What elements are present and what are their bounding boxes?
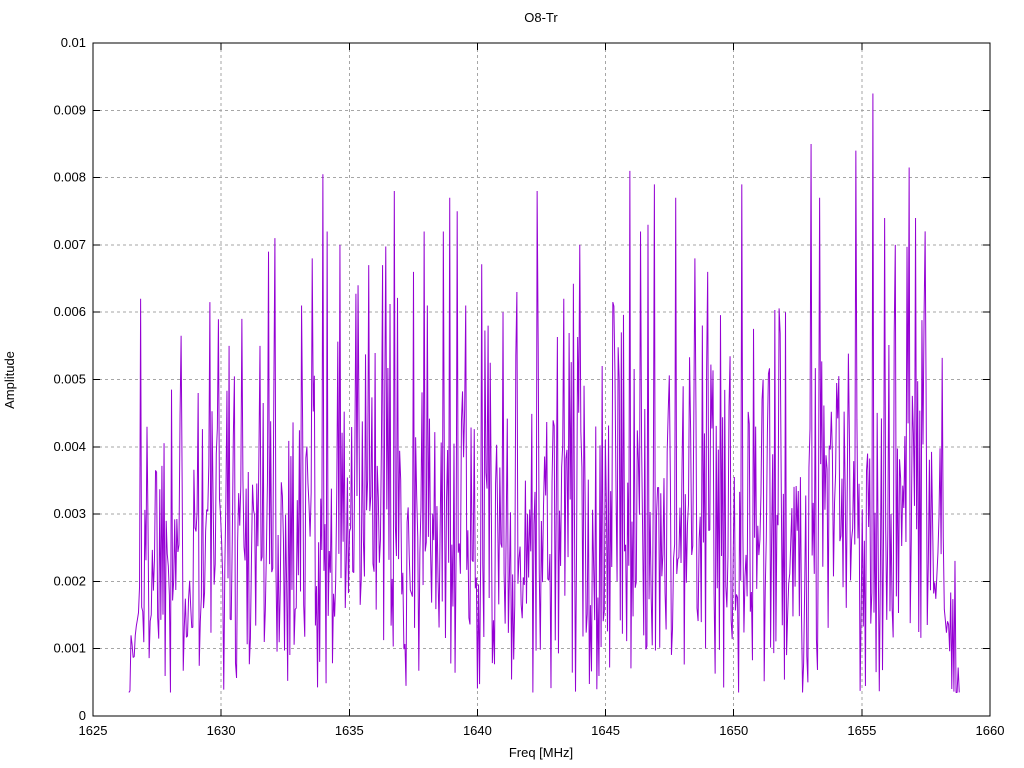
y-tick-label: 0.01 <box>61 35 86 50</box>
tick-label-layer: 1625 1630 1635 1640 1645 1650 1655 1660 0 0.001 0.… <box>53 35 1004 738</box>
x-tick-label: 1635 <box>335 723 364 738</box>
data-polyline <box>128 93 960 693</box>
data-series-layer <box>128 93 960 693</box>
x-tick-label: 1640 <box>463 723 492 738</box>
x-tick-label: 1650 <box>719 723 748 738</box>
y-tick-label: 0.002 <box>53 573 86 588</box>
x-tick-label: 1625 <box>79 723 108 738</box>
y-tick-label: 0.007 <box>53 237 86 252</box>
y-tick-label: 0.005 <box>53 372 86 387</box>
y-tick-label: 0.004 <box>53 439 86 454</box>
y-axis-label: Amplitude <box>2 351 17 409</box>
x-axis-label: Freq [MHz] <box>509 745 573 760</box>
y-tick-label: 0.008 <box>53 170 86 185</box>
chart-title: O8-Tr <box>524 10 558 25</box>
x-tick-label: 1655 <box>847 723 876 738</box>
y-tick-label: 0.006 <box>53 304 86 319</box>
x-tick-label: 1660 <box>976 723 1005 738</box>
grid-layer <box>93 43 990 716</box>
y-tick-label: 0.003 <box>53 506 86 521</box>
axes-frame-layer <box>92 42 991 717</box>
y-tick-label: 0.001 <box>53 641 86 656</box>
x-tick-label: 1645 <box>591 723 620 738</box>
y-tick-label: 0.009 <box>53 102 86 117</box>
x-tick-label: 1630 <box>207 723 236 738</box>
y-tick-label: 0 <box>79 708 86 723</box>
